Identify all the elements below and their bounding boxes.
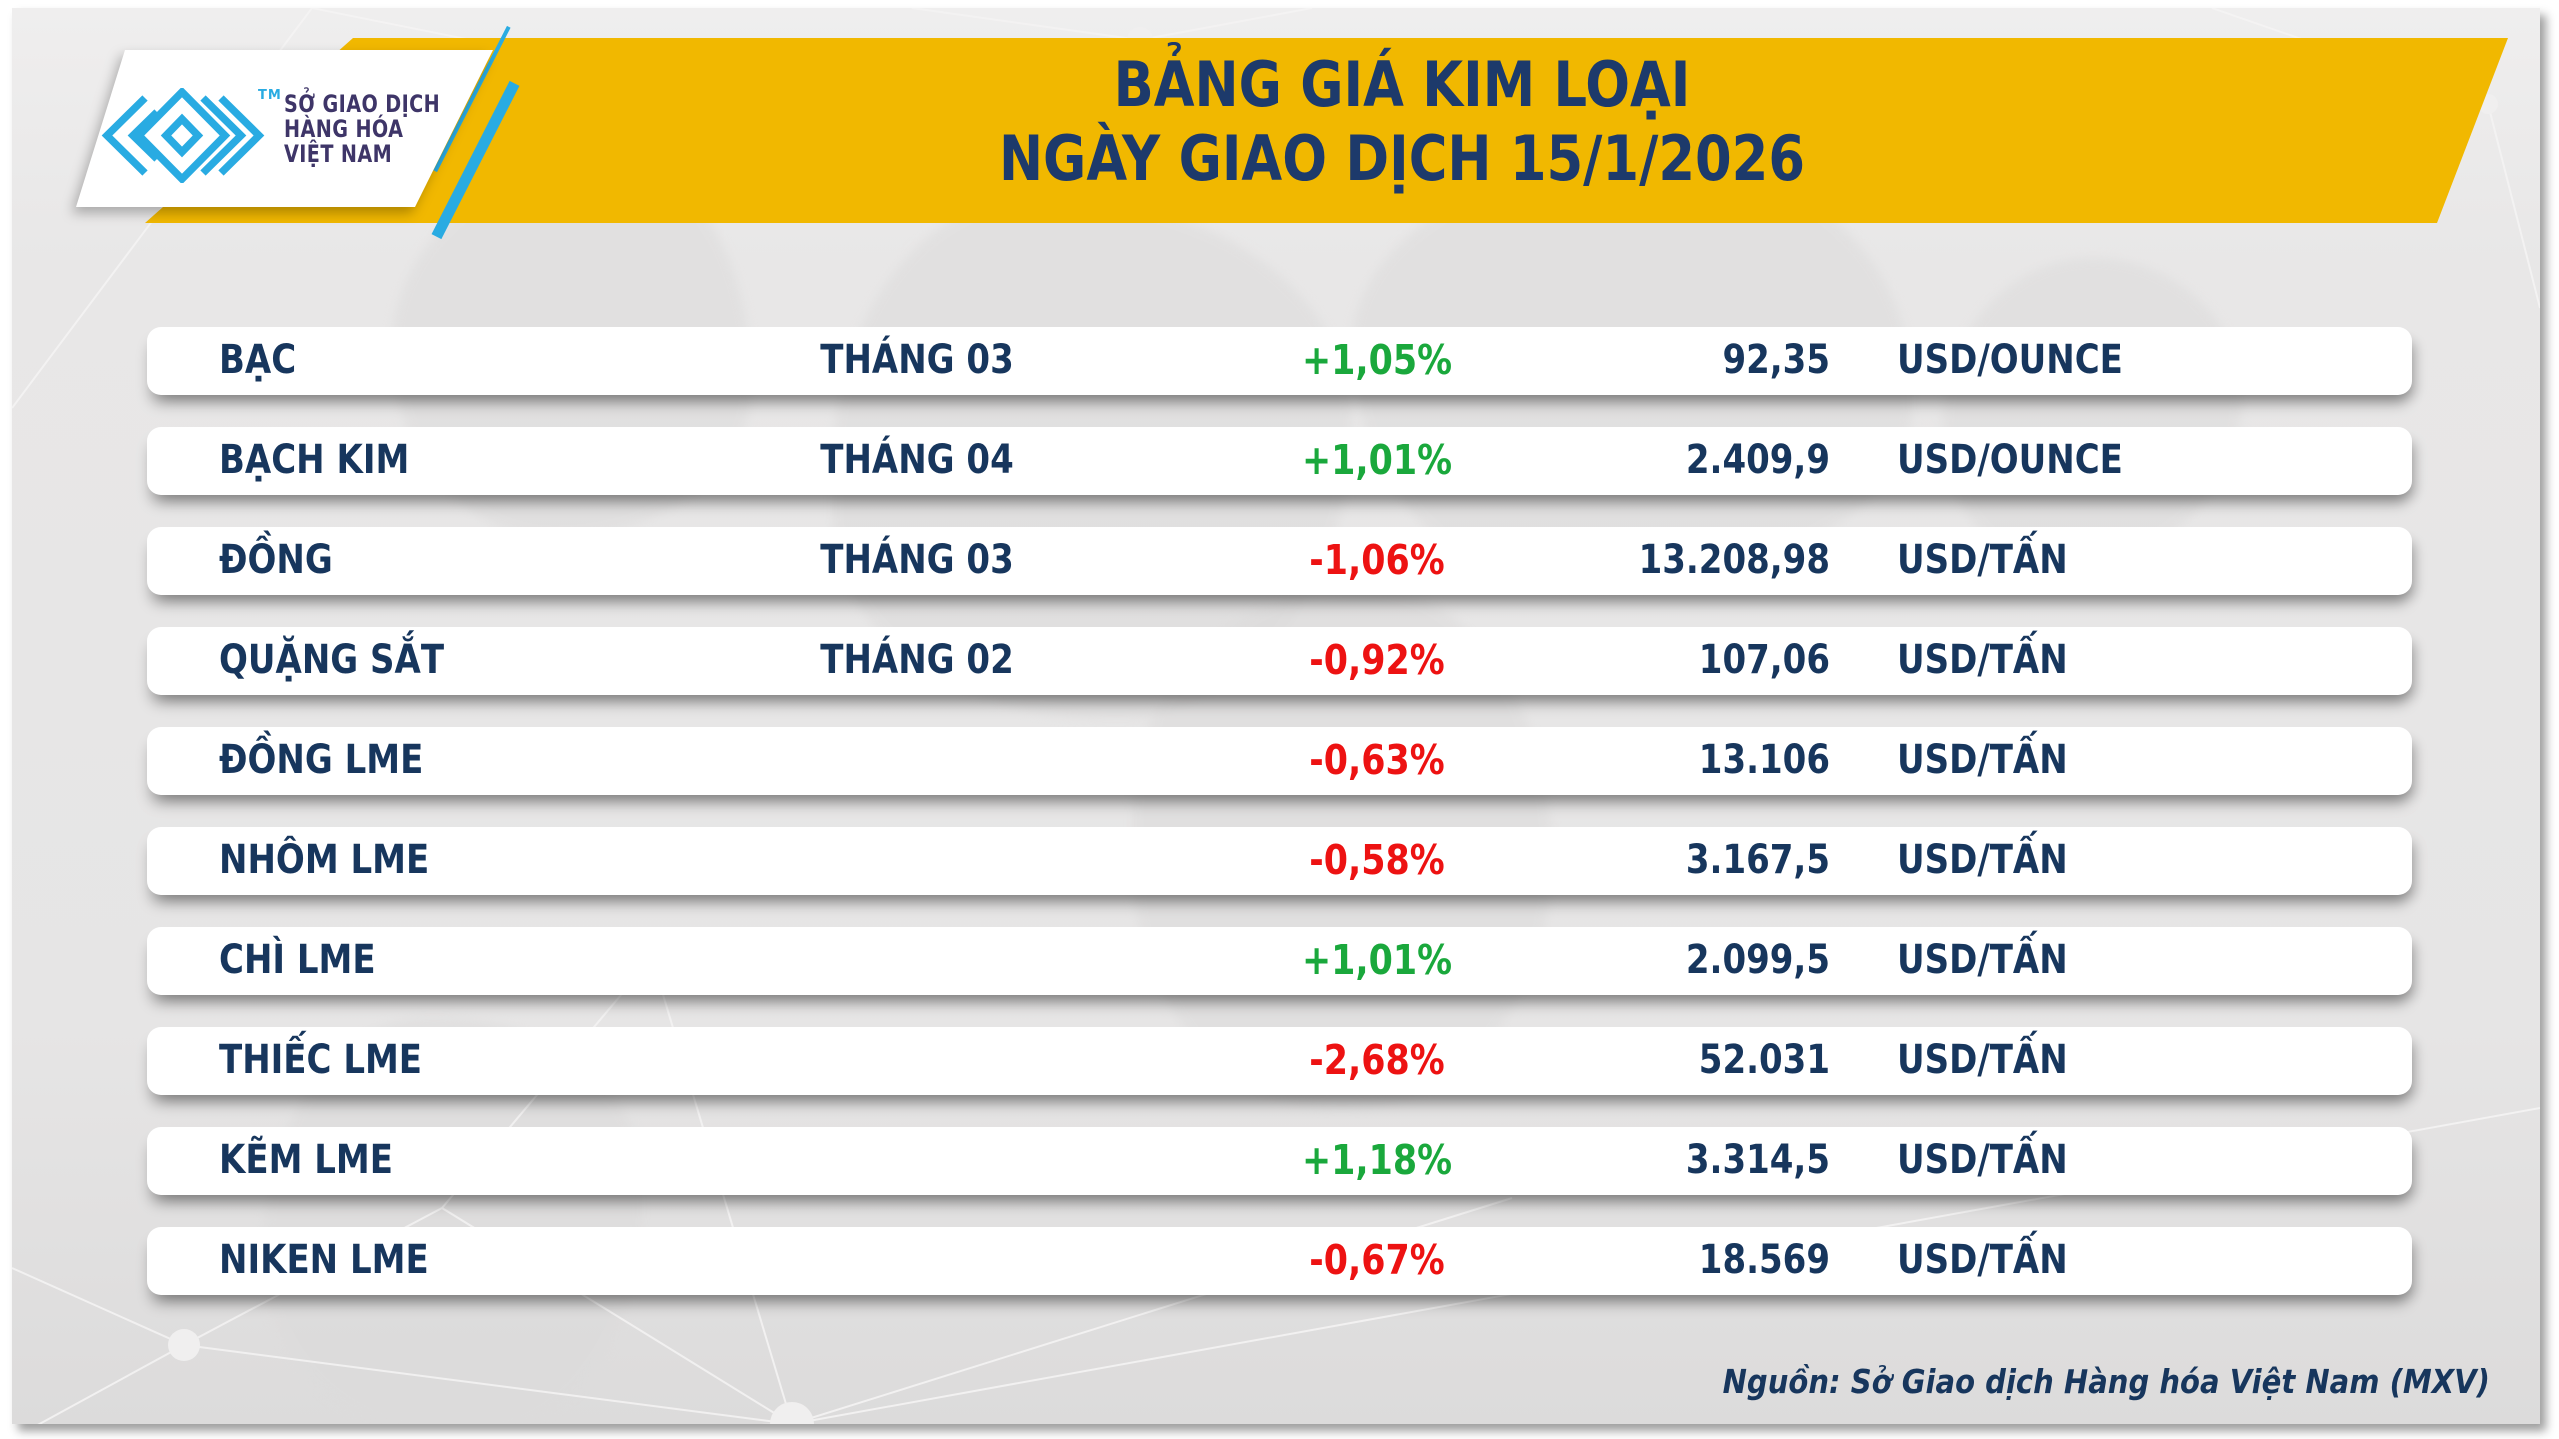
- logo-line-2: HÀNG HÓA: [284, 115, 404, 143]
- price-unit: USD/TẤN: [1897, 637, 2068, 684]
- commodity-name: ĐỒNG LME: [219, 737, 424, 784]
- contract-month: THÁNG 03: [820, 537, 1014, 584]
- contract-month: THÁNG 04: [820, 437, 1014, 484]
- table-row: NHÔM LME -0,58% 3.167,5 USD/TẤN: [147, 827, 2412, 895]
- table-row: ĐỒNG THÁNG 03 -1,06% 13.208,98 USD/TẤN: [147, 527, 2412, 595]
- table-row: QUẶNG SẮT THÁNG 02 -0,92% 107,06 USD/TẤN: [147, 627, 2412, 695]
- change-percent: -0,58%: [1309, 836, 1445, 885]
- change-percent: +1,01%: [1301, 936, 1453, 985]
- commodity-name: ĐỒNG: [219, 537, 333, 584]
- title-banner: [145, 38, 2508, 223]
- page-title: BẢNG GIÁ KIM LOẠI NGÀY GIAO DỊCH 15/1/20…: [765, 48, 2040, 196]
- price-unit: USD/TẤN: [1897, 937, 2068, 984]
- commodity-name: BẠC: [219, 337, 297, 384]
- price-value: 18.569: [1698, 1237, 1830, 1284]
- change-percent: -1,06%: [1309, 536, 1445, 585]
- price-value: 13.106: [1698, 737, 1830, 784]
- price-unit: USD/TẤN: [1897, 837, 2068, 884]
- price-unit: USD/OUNCE: [1897, 437, 2123, 484]
- table-row: ĐỒNG LME -0,63% 13.106 USD/TẤN: [147, 727, 2412, 795]
- price-value: 107,06: [1698, 637, 1830, 684]
- mxv-logo: TM SỞ GIAO DỊCH HÀNG HÓA VIỆT NAM: [97, 86, 477, 198]
- contract-month: THÁNG 03: [820, 337, 1014, 384]
- price-value: 13.208,98: [1638, 537, 1830, 584]
- table-row: BẠC THÁNG 03 +1,05% 92,35 USD/OUNCE: [147, 327, 2412, 395]
- change-percent: -2,68%: [1309, 1036, 1445, 1085]
- title-line-1: BẢNG GIÁ KIM LOẠI: [1113, 48, 1691, 121]
- table-row: BẠCH KIM THÁNG 04 +1,01% 2.409,9 USD/OUN…: [147, 427, 2412, 495]
- price-value: 2.409,9: [1685, 437, 1830, 484]
- table-row: KẼM LME +1,18% 3.314,5 USD/TẤN: [147, 1127, 2412, 1195]
- price-value: 52.031: [1698, 1037, 1830, 1084]
- table-row: THIẾC LME -2,68% 52.031 USD/TẤN: [147, 1027, 2412, 1095]
- commodity-name: CHÌ LME: [219, 937, 376, 984]
- commodity-name: BẠCH KIM: [219, 437, 410, 484]
- mxv-logo-mark-icon: [101, 88, 265, 183]
- price-unit: USD/OUNCE: [1897, 337, 2123, 384]
- commodity-name: THIẾC LME: [219, 1037, 423, 1084]
- source-caption: Nguồn: Sở Giao dịch Hàng hóa Việt Nam (M…: [1722, 1362, 2490, 1401]
- commodity-name: KẼM LME: [219, 1137, 393, 1184]
- logo-wordmark: SỞ GIAO DỊCH HÀNG HÓA VIỆT NAM: [284, 92, 440, 167]
- price-value: 2.099,5: [1685, 937, 1830, 984]
- price-unit: USD/TẤN: [1897, 1137, 2068, 1184]
- commodity-name: NHÔM LME: [219, 837, 430, 884]
- change-percent: +1,18%: [1301, 1136, 1453, 1185]
- change-percent: +1,01%: [1301, 436, 1453, 485]
- price-unit: USD/TẤN: [1897, 1037, 2068, 1084]
- table-row: NIKEN LME -0,67% 18.569 USD/TẤN: [147, 1227, 2412, 1295]
- logo-line-3: VIỆT NAM: [284, 140, 393, 168]
- price-unit: USD/TẤN: [1897, 1237, 2068, 1284]
- logo-line-1: SỞ GIAO DỊCH: [284, 90, 441, 118]
- title-line-2: NGÀY GIAO DỊCH 15/1/2026: [998, 122, 1806, 195]
- infographic-canvas: TM SỞ GIAO DỊCH HÀNG HÓA VIỆT NAM BẢNG G…: [12, 8, 2540, 1424]
- price-table: BẠC THÁNG 03 +1,05% 92,35 USD/OUNCE BẠCH…: [147, 327, 2412, 1327]
- change-percent: -0,67%: [1309, 1236, 1445, 1285]
- price-value: 92,35: [1722, 337, 1830, 384]
- commodity-name: NIKEN LME: [219, 1237, 429, 1284]
- change-percent: -0,63%: [1309, 736, 1445, 785]
- change-percent: +1,05%: [1301, 336, 1453, 385]
- change-percent: -0,92%: [1309, 636, 1445, 685]
- price-value: 3.167,5: [1685, 837, 1830, 884]
- price-unit: USD/TẤN: [1897, 737, 2068, 784]
- price-unit: USD/TẤN: [1897, 537, 2068, 584]
- table-row: CHÌ LME +1,01% 2.099,5 USD/TẤN: [147, 927, 2412, 995]
- commodity-name: QUẶNG SẮT: [219, 637, 445, 684]
- price-value: 3.314,5: [1685, 1137, 1830, 1184]
- contract-month: THÁNG 02: [820, 637, 1014, 684]
- trademark-symbol: TM: [258, 88, 282, 103]
